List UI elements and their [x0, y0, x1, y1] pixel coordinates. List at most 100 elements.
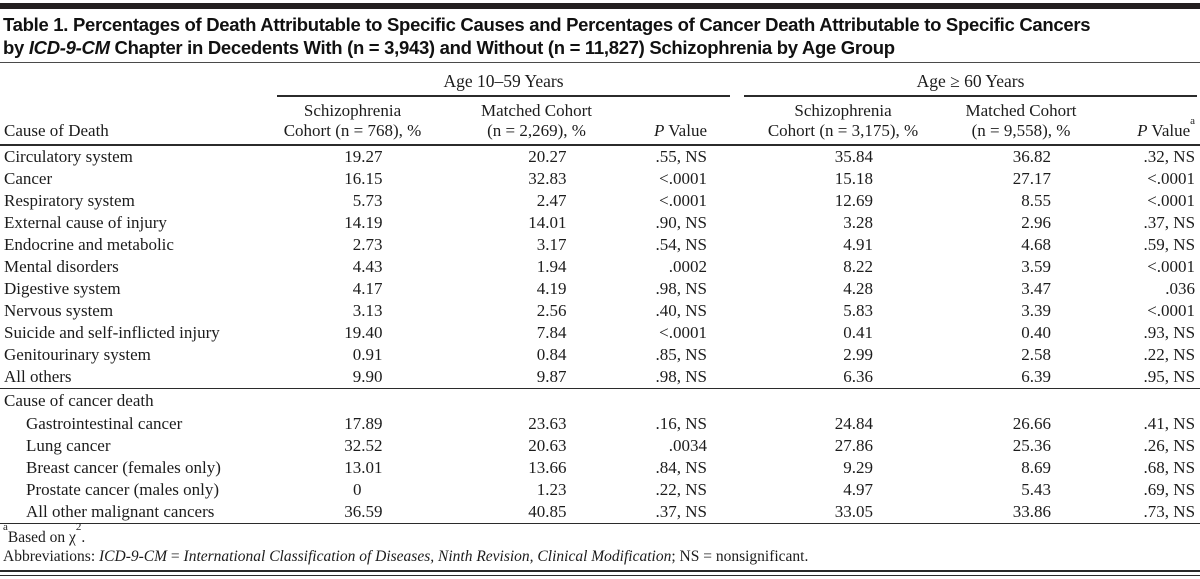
table-bottom-rule: [0, 569, 1200, 576]
cell: 7.84: [536, 323, 567, 342]
cell: 3.17: [536, 235, 567, 254]
table-body: Circulatory system 19.27 20.27 .55, NS 35.84…: [0, 145, 1200, 523]
column-header: P Valuea: [1100, 97, 1200, 146]
cell: 3.47: [1021, 279, 1051, 298]
table-row: Genitourinary system 0.91 0.84 .85, NS 2.99 2…: [0, 344, 1200, 366]
cell: .68, NS: [1143, 457, 1196, 477]
cell: .59, NS: [1143, 235, 1196, 254]
cell: 3.59: [1021, 257, 1051, 276]
cell: 24.84: [834, 413, 873, 433]
cell: 26.66: [1012, 413, 1051, 433]
column-header: Matched Cohort (n = 2,269), %: [445, 97, 628, 146]
age-group-2-header: Age ≥ 60 Years: [744, 65, 1200, 97]
cell: 2.56: [536, 301, 567, 320]
cell: 20.27: [528, 147, 567, 166]
row-label: Mental disorders: [4, 257, 119, 276]
cell: .0002: [668, 257, 707, 276]
cell: 32.83: [528, 169, 567, 188]
cell: 1.94: [536, 257, 567, 276]
cell: 9.29: [843, 457, 873, 477]
table-row: Endocrine and metabolic 2.73 3.17 .54, NS 4.…: [0, 234, 1200, 256]
cell: .37, NS: [655, 501, 707, 521]
cell: .0034: [668, 435, 707, 455]
cell: 36.59: [344, 501, 383, 521]
spanner-empty-cell: [0, 65, 260, 97]
cell: 5.43: [1021, 479, 1051, 499]
row-label: Respiratory system: [4, 191, 135, 210]
cell: .69, NS: [1143, 479, 1196, 499]
footnote-a: aBased on χ2.: [3, 521, 86, 546]
icd-abbrev: ICD-9-CM: [28, 37, 110, 58]
table-row: Respiratory system 5.73 2.47 <.0001 12.69 8.5…: [0, 190, 1200, 212]
cell: 4.17: [352, 279, 383, 298]
section-row: Cause of cancer death: [0, 388, 1200, 413]
cell: 19.40: [344, 323, 383, 342]
cell: 33.05: [834, 501, 873, 521]
cell: 2.58: [1021, 345, 1051, 364]
row-label: Cancer: [4, 169, 53, 188]
row-label: Endocrine and metabolic: [4, 235, 174, 254]
cell: .85, NS: [655, 345, 707, 364]
cell: .90, NS: [655, 213, 707, 232]
mortality-table: Age 10–59 Years Age ≥ 60 Years Cause of …: [0, 65, 1200, 524]
age-group-spanner-row: Age 10–59 Years Age ≥ 60 Years: [0, 65, 1200, 97]
footnotes: aBased on χ2. Abbreviations: ICD-9-CM = …: [3, 521, 1200, 566]
cell: .98, NS: [655, 279, 707, 298]
cell: <.0001: [659, 323, 707, 342]
title-divider-rule: [0, 62, 1200, 63]
cell: 27.17: [1012, 169, 1051, 188]
table-row: Nervous system 3.13 2.56 .40, NS 5.83 3.39 <.0…: [0, 300, 1200, 322]
cell: 36.82: [1012, 147, 1051, 166]
column-header-row: Cause of Death Schizophrenia Cohort (n = …: [0, 97, 1200, 146]
cell: 0: [353, 479, 362, 499]
cell: 4.43: [352, 257, 383, 276]
cell: 1.23: [536, 479, 567, 499]
cell: .22, NS: [655, 479, 707, 499]
row-label: Suicide and self-inflicted injury: [4, 323, 220, 342]
column-header: P Value: [628, 97, 744, 146]
cell: 14.19: [344, 213, 383, 232]
cell: 35.84: [834, 147, 873, 166]
table-row: Digestive system 4.17 4.19 .98, NS 4.28 3.47.…: [0, 278, 1200, 300]
cell: 20.63: [528, 435, 567, 455]
cell: 14.01: [528, 213, 567, 232]
age-group-2-label: Age ≥ 60 Years: [744, 71, 1198, 97]
table-top-rule: [0, 3, 1200, 9]
cell: 4.68: [1021, 235, 1051, 254]
cell: .40, NS: [655, 301, 707, 320]
cell: .93, NS: [1143, 323, 1196, 342]
cell: 40.85: [528, 501, 567, 521]
cell: 23.63: [528, 413, 567, 433]
row-label: Prostate cancer (males only): [26, 479, 220, 499]
column-header: Schizophrenia Cohort (n = 3,175), %: [744, 97, 942, 146]
cell: .84, NS: [655, 457, 707, 477]
cell: 2.99: [843, 345, 873, 364]
cell: 0.91: [352, 345, 383, 364]
cell: <.0001: [659, 169, 707, 188]
cell: 17.89: [344, 413, 383, 433]
table-row: All others 9.90 9.87 .98, NS 6.36 6.39 .95, NS: [0, 366, 1200, 389]
row-label: Genitourinary system: [4, 345, 151, 364]
cell: .37, NS: [1143, 213, 1196, 232]
cell: 9.90: [352, 367, 383, 386]
cell: 2.47: [536, 191, 567, 210]
cell: <.0001: [659, 191, 707, 210]
section-label: Cause of cancer death: [0, 388, 1200, 413]
cell: .54, NS: [655, 235, 707, 254]
cell: <.0001: [1147, 257, 1196, 276]
cell: 4.97: [843, 479, 873, 499]
age-group-1-header: Age 10–59 Years: [260, 65, 744, 97]
cell: .16, NS: [655, 413, 707, 433]
cell: 0.41: [843, 323, 873, 342]
cell: 2.73: [352, 235, 383, 254]
cell: 0.40: [1021, 323, 1051, 342]
table-row: Prostate cancer (males only) 0 1.23 .22, NS…: [0, 479, 1200, 501]
cell: 25.36: [1012, 435, 1051, 455]
row-label: Lung cancer: [26, 435, 111, 455]
cell: 12.69: [834, 191, 873, 210]
cell: 5.73: [352, 191, 383, 210]
table-row: Circulatory system 19.27 20.27 .55, NS 35.84…: [0, 145, 1200, 168]
column-header: Matched Cohort (n = 9,558), %: [942, 97, 1100, 146]
cell: .32, NS: [1143, 147, 1196, 166]
cell: <.0001: [1147, 301, 1196, 320]
